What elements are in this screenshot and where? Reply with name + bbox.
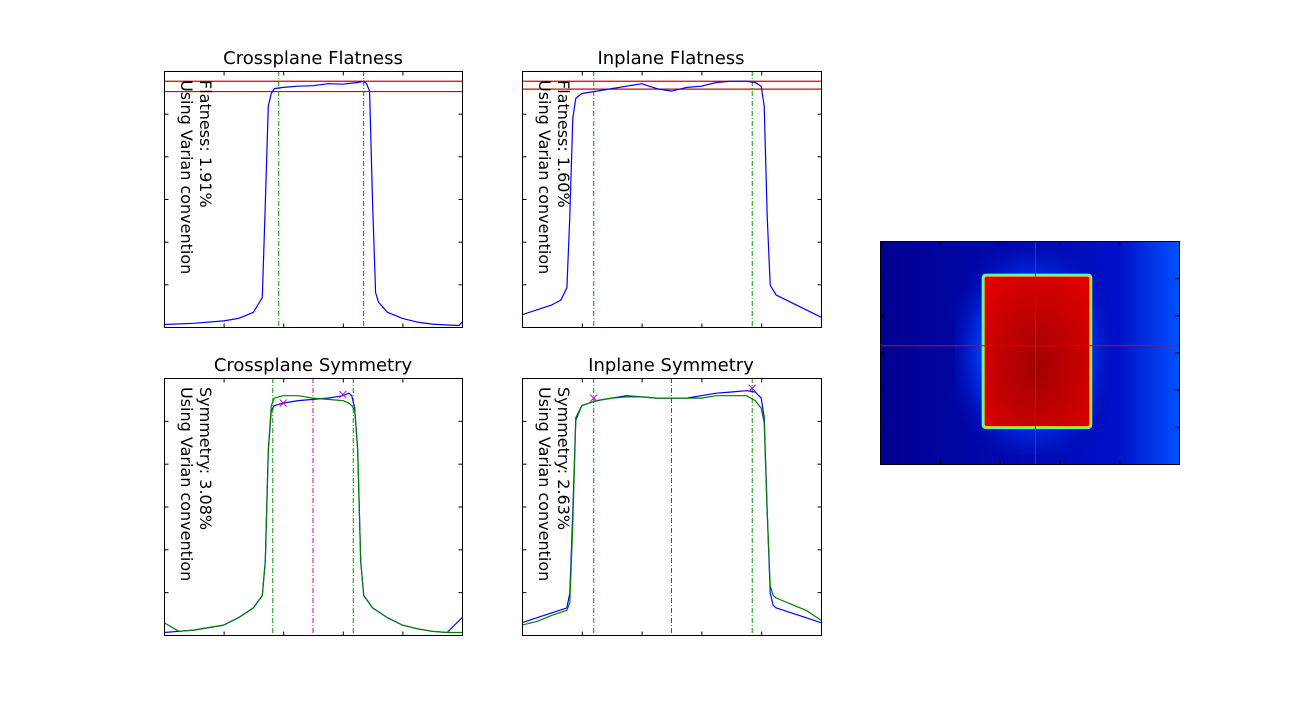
inplane-symmetry-panel: Inplane Symmetry Symmetry: 2.63% Using V…: [522, 355, 822, 636]
max-marker: [279, 399, 288, 407]
annotation-line-1: Flatness: 1.91%: [196, 80, 215, 208]
panel-title: Inplane Symmetry: [588, 355, 754, 376]
annotation-line-2: Using Varian convention: [177, 387, 196, 581]
axis-ticks: [522, 71, 822, 328]
max-marker: [589, 394, 598, 403]
axis-ticks: [164, 378, 463, 636]
max-marker: [338, 390, 347, 399]
crossplane-symmetry-panel: Crossplane Symmetry Symmetry: 3.08% Usin…: [164, 355, 463, 636]
field-core: [984, 276, 1090, 427]
plot-area: [164, 71, 462, 327]
profile-series: [522, 395, 821, 626]
dose-image-panel: [880, 241, 1180, 465]
axis-ticks: [880, 241, 1180, 465]
panel-title: Inplane Flatness: [597, 48, 744, 69]
dose-image: [880, 241, 1179, 464]
annotation-line-1: Symmetry: 2.63%: [554, 387, 573, 530]
panel-title: Crossplane Symmetry: [214, 355, 413, 376]
annotation-line-2: Using Varian convention: [535, 80, 554, 274]
inplane-flatness-panel: Inplane Flatness Flatness: 1.60% Using V…: [522, 48, 822, 328]
annotation-line-1: Symmetry: 3.08%: [196, 387, 215, 530]
plot-area: [522, 378, 821, 635]
profile-series: [164, 80, 462, 327]
crossplane-flatness-panel: Crossplane Flatness Flatness: 1.91% Usin…: [164, 48, 463, 328]
plot-area: [522, 71, 821, 327]
profile-series: [522, 80, 821, 318]
annotation-line-2: Using Varian convention: [177, 80, 196, 274]
max-marker: [748, 384, 757, 393]
annotation-line-1: Flatness: 1.60%: [554, 80, 573, 208]
axis-ticks: [522, 378, 822, 636]
plot-area: [164, 378, 462, 635]
profile-series: [164, 395, 462, 634]
axis-ticks: [164, 71, 463, 328]
panel-title: Crossplane Flatness: [223, 48, 403, 69]
annotation-line-2: Using Varian convention: [535, 387, 554, 581]
